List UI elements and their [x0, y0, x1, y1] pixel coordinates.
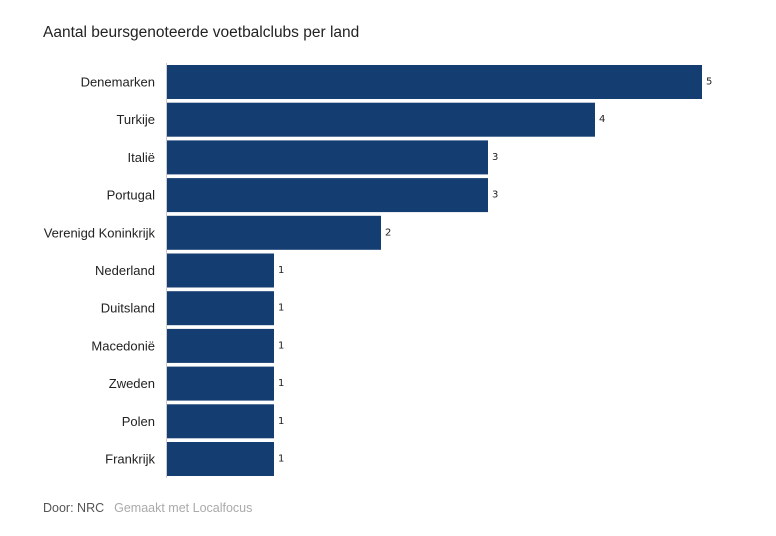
value-label-turkije: 4 — [599, 114, 605, 125]
value-label-zweden: 1 — [278, 378, 284, 389]
bar-polen[interactable] — [167, 404, 274, 439]
value-label-macedoni-: 1 — [278, 340, 284, 351]
credit-link[interactable]: Gemaakt met Localfocus — [114, 501, 253, 515]
chart-footer: Door: NRC Gemaakt met Localfocus — [43, 501, 252, 515]
value-label-itali-: 3 — [492, 152, 498, 163]
category-label-denemarken: Denemarken — [81, 75, 155, 90]
bar-denemarken[interactable] — [167, 65, 702, 99]
category-label-nederland: Nederland — [95, 263, 155, 278]
category-label-itali-: Italië — [128, 150, 155, 165]
bar-itali-[interactable] — [167, 140, 488, 175]
value-label-duitsland: 1 — [278, 303, 284, 314]
bar-nederland[interactable] — [167, 253, 274, 288]
category-label-duitsland: Duitsland — [101, 301, 155, 316]
value-label-frankrijk: 1 — [278, 454, 284, 465]
value-label-portugal: 3 — [492, 190, 498, 201]
category-label-macedoni-: Macedonië — [91, 338, 155, 353]
bar-portugal[interactable] — [167, 178, 488, 213]
category-label-verenigd-koninkrijk: Verenigd Koninkrijk — [44, 225, 156, 240]
bar-verenigd-koninkrijk[interactable] — [167, 215, 381, 250]
category-label-turkije: Turkije — [116, 112, 155, 127]
value-label-nederland: 1 — [278, 265, 284, 276]
category-label-portugal: Portugal — [107, 188, 156, 203]
category-label-polen: Polen — [122, 414, 155, 429]
bar-turkije[interactable] — [167, 102, 595, 137]
value-label-verenigd-koninkrijk: 2 — [385, 227, 391, 238]
bar-duitsland[interactable] — [167, 291, 274, 326]
category-label-zweden: Zweden — [109, 376, 155, 391]
value-label-denemarken: 5 — [706, 77, 712, 88]
bar-zweden[interactable] — [167, 366, 274, 401]
source-text: Door: NRC — [43, 501, 105, 515]
category-label-frankrijk: Frankrijk — [105, 452, 155, 467]
bars-group: Denemarken 5 Turkije 4 Italië 3 Portugal 3 Veren… — [44, 65, 712, 476]
chart-title: Aantal beursgenoteerde voetbalclubs per … — [43, 24, 360, 41]
bar-frankrijk[interactable] — [167, 442, 274, 476]
value-label-polen: 1 — [278, 416, 284, 427]
bar-macedoni-[interactable] — [167, 328, 274, 363]
